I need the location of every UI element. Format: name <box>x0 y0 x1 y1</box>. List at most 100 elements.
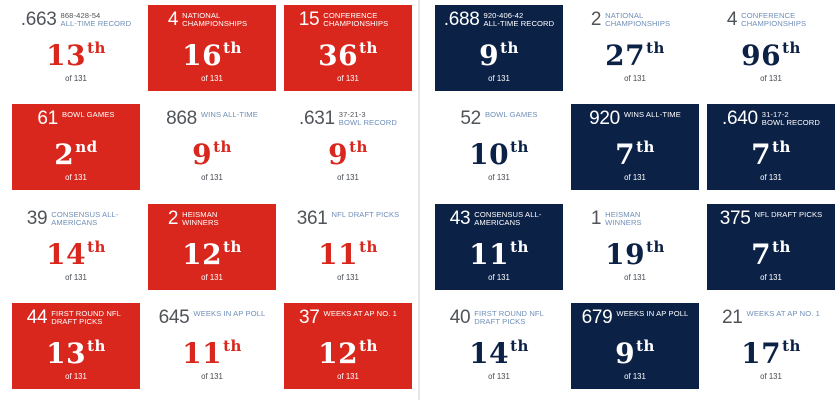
stat-label: 37-21-3 BOWL RECORD <box>338 110 397 128</box>
rank-total: of 131 <box>65 173 87 182</box>
stat-header: 868 WINS ALL-TIME <box>148 109 276 129</box>
stat-tile: 868 WINS ALL-TIME 9th of 131 <box>148 104 276 190</box>
stat-value: .631 <box>299 108 335 129</box>
stat-value: 39 <box>26 208 48 229</box>
rank-total: of 131 <box>201 173 223 182</box>
stat-header: .640 31-17-2 BOWL RECORD <box>707 109 835 129</box>
stat-label-text: FIRST ROUND NFL DRAFT PICKS <box>51 309 121 327</box>
rank-suffix: th <box>223 337 242 355</box>
stat-value: 37 <box>299 307 320 328</box>
rank-suffix: th <box>772 138 791 156</box>
stat-value: 15 <box>298 9 320 30</box>
rank-value: 12th <box>284 331 412 369</box>
stat-header: 37 WEEKS AT AP NO. 1 <box>284 308 412 328</box>
stat-value: 61 <box>37 108 58 129</box>
rank-suffix: th <box>636 138 655 156</box>
stat-label: HEISMAN WINNERS <box>605 210 679 228</box>
left-team-panel: .663 868-428-54 ALL-TIME RECORD 13th of 131 4… <box>0 0 416 400</box>
rank-suffix: th <box>87 238 106 256</box>
rank-suffix: th <box>782 337 801 355</box>
rank-total: of 131 <box>760 173 782 182</box>
rank-total: of 131 <box>65 372 87 381</box>
right-team-panel: .688 920-406-42 ALL-TIME RECORD 9th of 131 2 N… <box>423 0 839 400</box>
rank-total: of 131 <box>488 173 510 182</box>
rank-number: 16 <box>182 39 223 72</box>
stat-tile: 40 FIRST ROUND NFL DRAFT PICKS 14th of 131 <box>435 303 563 389</box>
rank-value: 14th <box>12 232 140 270</box>
rank-suffix: th <box>646 39 665 57</box>
stat-tile: .640 31-17-2 BOWL RECORD 7th of 131 <box>707 104 835 190</box>
stat-tile: 375 NFL DRAFT PICKS 7th of 131 <box>707 204 835 290</box>
stat-label-text: HEISMAN WINNERS <box>182 210 219 228</box>
stat-header: .631 37-21-3 BOWL RECORD <box>284 109 412 129</box>
stat-value: 44 <box>26 307 48 328</box>
stat-label: HEISMAN WINNERS <box>182 210 256 228</box>
rank-value: 11th <box>284 232 412 270</box>
rank-number: 9 <box>615 337 636 370</box>
rank-total: of 131 <box>624 173 646 182</box>
rank-value: 19th <box>571 232 699 270</box>
record-text: 868-428-54 <box>60 11 101 20</box>
stat-label-text: BOWL RECORD <box>338 118 397 128</box>
rank-total: of 131 <box>337 74 359 83</box>
stat-label-text: NFL DRAFT PICKS <box>754 210 823 219</box>
stat-value: 1 <box>590 208 602 229</box>
stat-tile: 920 WINS ALL-TIME 7th of 131 <box>571 104 699 190</box>
stat-header: .663 868-428-54 ALL-TIME RECORD <box>12 10 140 30</box>
stat-tile: 2 HEISMAN WINNERS 12th of 131 <box>148 204 276 290</box>
rank-total: of 131 <box>337 273 359 282</box>
stat-label: 920-406-42 ALL-TIME RECORD <box>484 11 555 29</box>
stat-label: NFL DRAFT PICKS <box>332 210 400 219</box>
rank-number: 11 <box>318 238 359 271</box>
rank-value: 11th <box>435 232 563 270</box>
rank-value: 36th <box>284 33 412 71</box>
stat-label: FIRST ROUND NFL DRAFT PICKS <box>474 309 548 327</box>
stat-label-text: FIRST ROUND NFL DRAFT PICKS <box>474 309 544 327</box>
stat-tile: 2 NATIONAL CHAMPIONSHIPS 27th of 131 <box>571 5 699 91</box>
rank-total: of 131 <box>760 372 782 381</box>
stat-header: 679 WEEKS IN AP POLL <box>571 308 699 328</box>
rank-total: of 131 <box>624 74 646 83</box>
stat-value: .688 <box>443 9 480 30</box>
rank-value: 7th <box>571 132 699 170</box>
stat-label-text: ALL-TIME RECORD <box>60 19 132 29</box>
stat-value: 361 <box>296 208 328 229</box>
rank-total: of 131 <box>760 273 782 282</box>
rank-value: 17th <box>707 331 835 369</box>
rank-number: 12 <box>182 238 223 271</box>
stat-label: NFL DRAFT PICKS <box>754 210 823 219</box>
rank-total: of 131 <box>624 372 646 381</box>
stat-tile: 4 NATIONAL CHAMPIONSHIPS 16th of 131 <box>148 5 276 91</box>
rank-suffix: th <box>87 39 106 57</box>
stat-label: 31-17-2 BOWL RECORD <box>762 110 820 128</box>
rank-value: 13th <box>12 331 140 369</box>
rank-number: 13 <box>46 39 87 72</box>
rank-number: 7 <box>751 238 772 271</box>
stat-tile: 39 CONSENSUS ALL-AMERICANS 14th of 131 <box>12 204 140 290</box>
rank-suffix: th <box>223 39 242 57</box>
rank-suffix: th <box>87 337 106 355</box>
stat-value: 645 <box>158 307 190 328</box>
rank-value: 9th <box>148 132 276 170</box>
stat-label-text: CONSENSUS ALL-AMERICANS <box>51 210 119 228</box>
rank-number: 17 <box>741 337 782 370</box>
rank-number: 96 <box>741 39 782 72</box>
stat-label: CONSENSUS ALL-AMERICANS <box>474 210 548 228</box>
rank-total: of 131 <box>624 273 646 282</box>
stat-label-text: HEISMAN WINNERS <box>605 210 642 228</box>
rank-total: of 131 <box>201 273 223 282</box>
stat-label: NATIONAL CHAMPIONSHIPS <box>605 11 679 29</box>
stat-header: .688 920-406-42 ALL-TIME RECORD <box>435 10 563 30</box>
rank-suffix: th <box>510 337 529 355</box>
rank-number: 2 <box>54 138 75 171</box>
stat-header: 1 HEISMAN WINNERS <box>571 209 699 229</box>
stat-tile: .663 868-428-54 ALL-TIME RECORD 13th of 131 <box>12 5 140 91</box>
stat-label: WINS ALL-TIME <box>624 110 681 119</box>
rank-suffix: th <box>782 39 801 57</box>
stat-header: 39 CONSENSUS ALL-AMERICANS <box>12 209 140 229</box>
stat-tile: 43 CONSENSUS ALL-AMERICANS 11th of 131 <box>435 204 563 290</box>
rank-value: 7th <box>707 132 835 170</box>
stat-label: CONFERENCE CHAMPIONSHIPS <box>741 11 815 29</box>
rank-number: 36 <box>318 39 359 72</box>
stat-label-text: WEEKS AT AP NO. 1 <box>746 309 820 318</box>
